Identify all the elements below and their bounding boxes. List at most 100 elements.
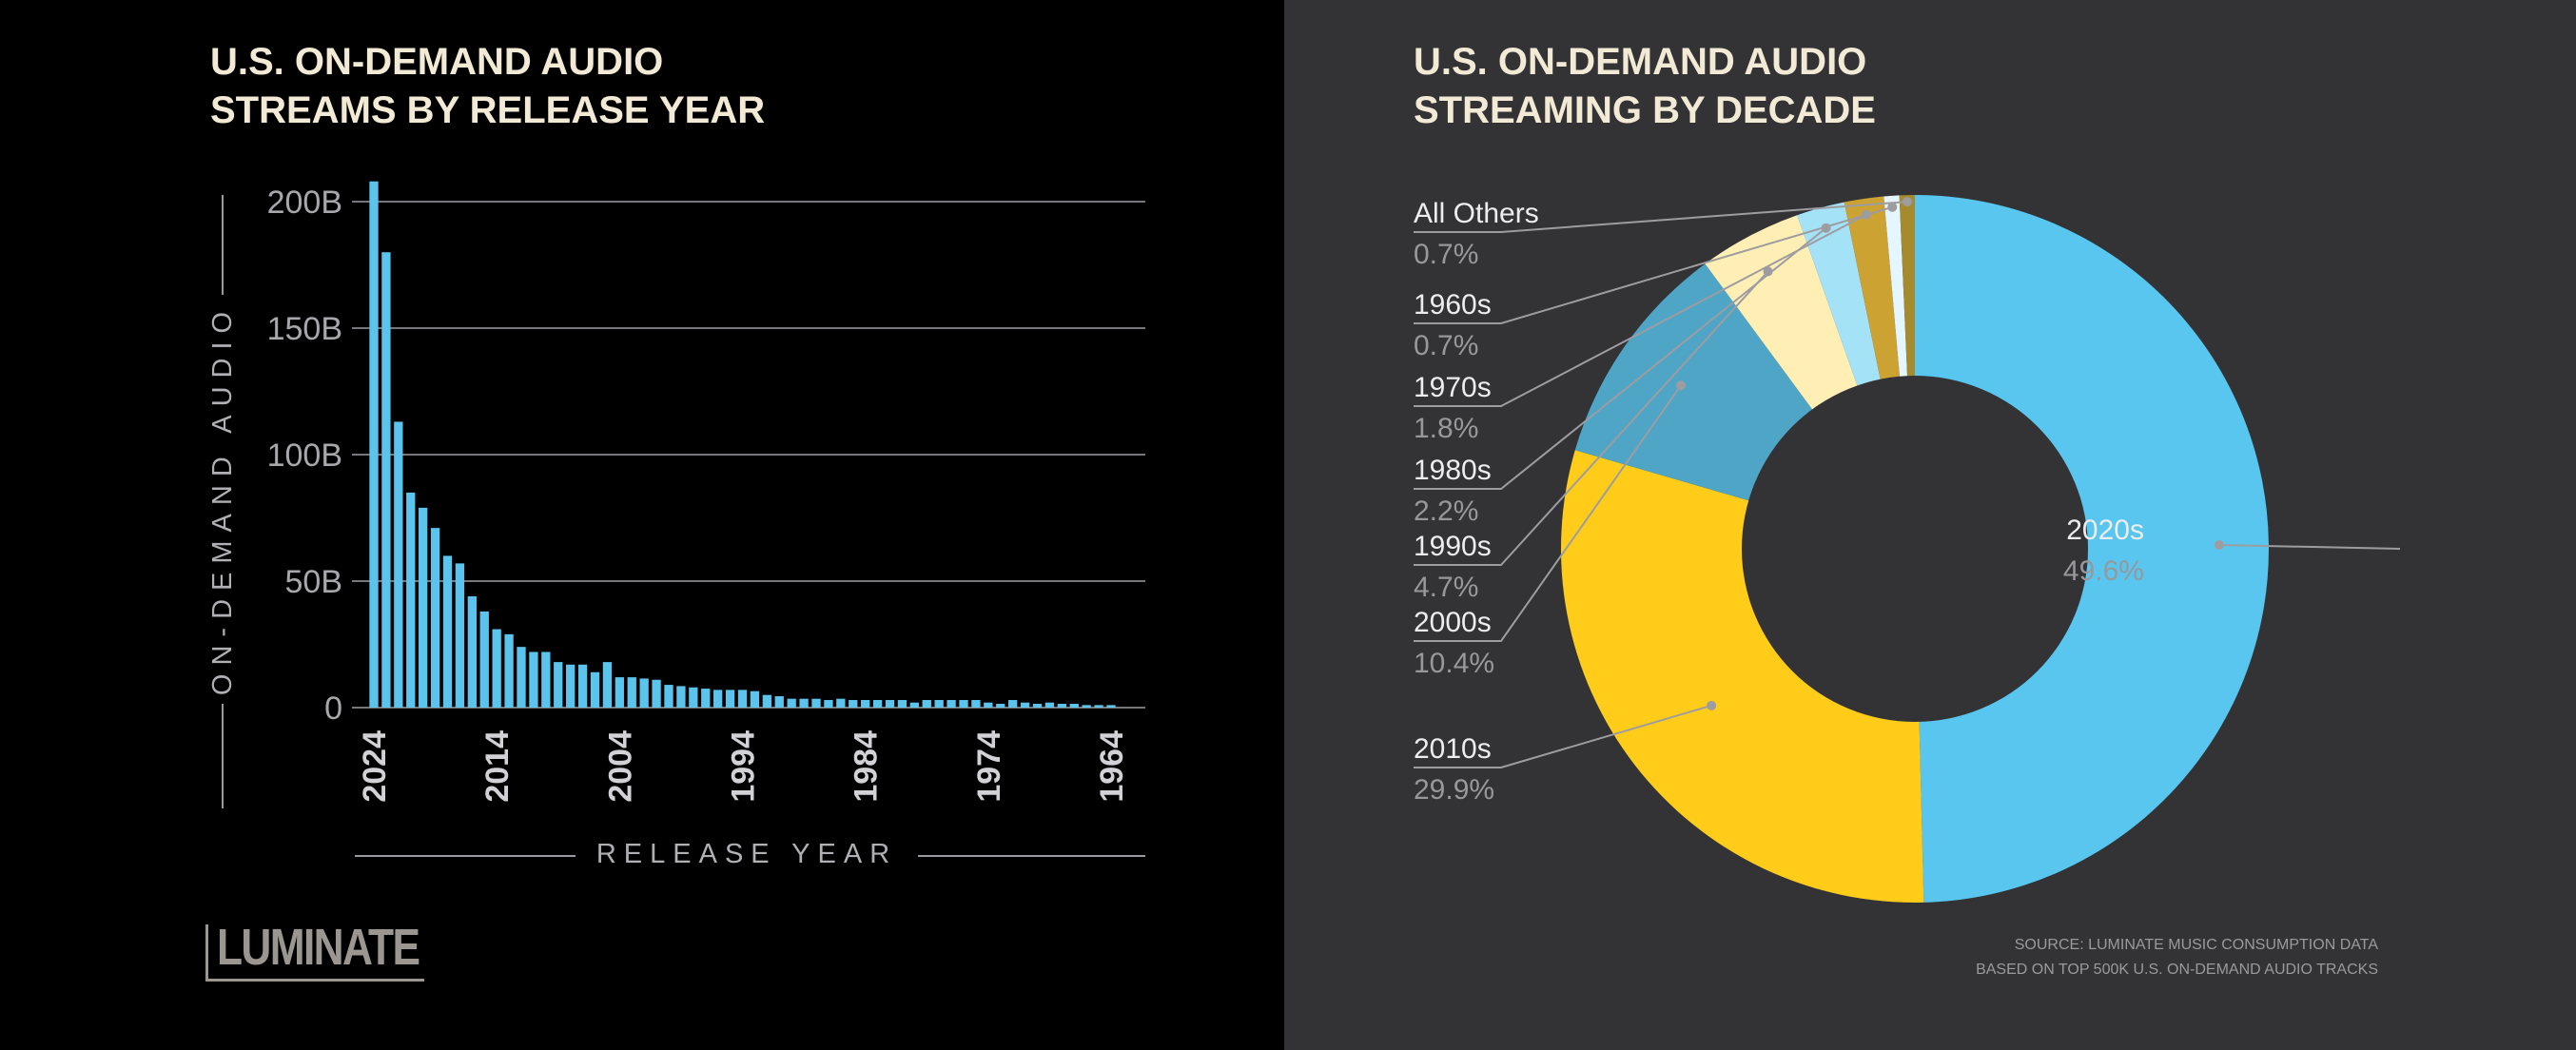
bar-2002 (639, 678, 649, 708)
bar-2012 (517, 647, 526, 708)
bar-1970 (1032, 704, 1043, 708)
bar-2015 (479, 611, 489, 708)
y-tick-label: 150B (267, 311, 342, 347)
bar-2024 (369, 181, 379, 709)
bar-1994 (737, 690, 748, 708)
leader-line-2010s (1414, 704, 1712, 768)
logo-bracket-horizontal (205, 979, 424, 982)
bar-1967 (1069, 704, 1079, 708)
bar-2010 (541, 651, 551, 708)
pct-label-2020s: 49.6% (2063, 555, 2144, 587)
bar-2016 (467, 595, 477, 708)
bar-2011 (529, 651, 538, 708)
bar-1964 (1106, 705, 1116, 708)
bar-1972 (1008, 700, 1018, 708)
bar-1984 (861, 700, 870, 708)
bar-1991 (774, 696, 784, 708)
label-1970s: 1970s (1414, 372, 1492, 403)
bar-1988 (811, 698, 821, 708)
bar-2017 (455, 563, 465, 708)
bar-2022 (394, 421, 403, 708)
leader-line-1970s (1414, 213, 1867, 407)
bar-1998 (689, 687, 698, 708)
bar-1986 (836, 698, 846, 708)
bar-1992 (762, 694, 771, 708)
x-tick-label: 2014 (479, 730, 516, 803)
x-tick-label: 1994 (726, 730, 762, 803)
bar-1973 (996, 704, 1005, 708)
donut-chart: 2020s 49.6% 2010s 29.9% 2000s 10.4% 1990s 4.7% 1… (1414, 195, 2401, 903)
pct-label-all-others: 0.7% (1414, 239, 1478, 270)
bar-1977 (946, 700, 956, 708)
leader-dot-2020s (2214, 539, 2224, 550)
left-panel: U.S. ON-DEMAND AUDIO STREAMS BY RELEASE … (0, 0, 1284, 1050)
bar-2013 (504, 633, 514, 708)
bar-1983 (872, 700, 883, 708)
label-1960s: 1960s (1414, 289, 1492, 321)
label-2000s: 2000s (1414, 607, 1492, 638)
x-axis-label: RELEASE YEAR (596, 839, 897, 869)
bar-1969 (1044, 702, 1055, 708)
bar-1982 (885, 700, 895, 708)
bar-1997 (701, 689, 711, 708)
y-tick-label: 0 (324, 690, 342, 727)
donut-chart-title: U.S. ON-DEMAND AUDIO STREAMING BY DECADE (1414, 38, 1876, 135)
x-tick-label: 1984 (849, 730, 885, 803)
pct-label-1960s: 0.7% (1414, 330, 1478, 361)
pct-label-1990s: 4.7% (1414, 572, 1478, 603)
bar-1987 (824, 700, 833, 708)
bar-chart-title-line-2: STREAMS BY RELEASE YEAR (210, 89, 766, 131)
logo-text: LUMINATE (217, 919, 420, 976)
source-line-2: BASED ON TOP 500K U.S. ON-DEMAND AUDIO T… (1976, 962, 2378, 978)
bar-1981 (897, 700, 907, 708)
pct-label-2000s: 10.4% (1414, 648, 1494, 679)
leader-dot-1960s (1887, 202, 1898, 212)
bar-chart-bars (369, 181, 1116, 709)
bar-1989 (799, 698, 809, 708)
bar-chart-y-ticks: 0 50B 100B 150B 200B (267, 185, 342, 727)
pct-label-2010s: 29.9% (1414, 774, 1494, 806)
label-all-others: All Others (1414, 198, 1539, 229)
x-tick-label: 1964 (1094, 730, 1130, 803)
bar-1966 (1082, 705, 1091, 708)
y-tick-label: 100B (267, 438, 342, 474)
x-tick-label: 2024 (357, 730, 393, 803)
bar-2014 (492, 629, 501, 708)
bar-2020 (419, 507, 428, 708)
y-tick-label: 200B (267, 185, 342, 221)
donut-chart-labels: 2020s 49.6% 2010s 29.9% 2000s 10.4% 1990s 4.7% 1… (1414, 197, 2401, 806)
y-tick-label: 50B (285, 564, 343, 600)
right-panel: U.S. ON-DEMAND AUDIO STREAMING BY DECADE… (1284, 0, 2576, 1050)
bar-2007 (577, 664, 588, 708)
bar-1978 (934, 700, 944, 708)
bar-2023 (381, 252, 391, 708)
x-tick-label: 2004 (602, 730, 638, 803)
bar-1985 (849, 700, 858, 708)
leader-line-1960s (1414, 205, 1893, 324)
bar-2001 (652, 679, 661, 708)
donut-chart-title-line-2: STREAMING BY DECADE (1414, 89, 1876, 131)
leader-line-2000s (1414, 384, 1682, 642)
leader-line-2020s (2218, 543, 2401, 550)
bar-1968 (1057, 704, 1066, 708)
source-line-1: SOURCE: LUMINATE MUSIC CONSUMPTION DATA (2014, 937, 2378, 953)
slice-2020s (1915, 195, 2269, 903)
bar-2000 (664, 685, 673, 708)
pct-label-1980s: 2.2% (1414, 496, 1478, 527)
bar-1975 (971, 700, 981, 708)
bar-1990 (787, 698, 796, 708)
bar-1979 (922, 700, 931, 708)
label-1990s: 1990s (1414, 531, 1492, 562)
label-1980s: 1980s (1414, 455, 1492, 486)
leader-line-1980s (1414, 226, 1827, 490)
bar-2021 (406, 492, 416, 708)
bar-1999 (676, 686, 686, 708)
bar-1974 (984, 702, 993, 708)
bar-1996 (713, 690, 723, 708)
leader-line-1990s (1414, 270, 1769, 566)
leader-line-all-others (1414, 201, 1908, 233)
bar-chart-x-ticks: 2024 2014 2004 1994 1984 1974 1964 (357, 730, 1130, 803)
logo-bracket-vertical (205, 924, 208, 982)
bar-2004 (615, 677, 624, 708)
